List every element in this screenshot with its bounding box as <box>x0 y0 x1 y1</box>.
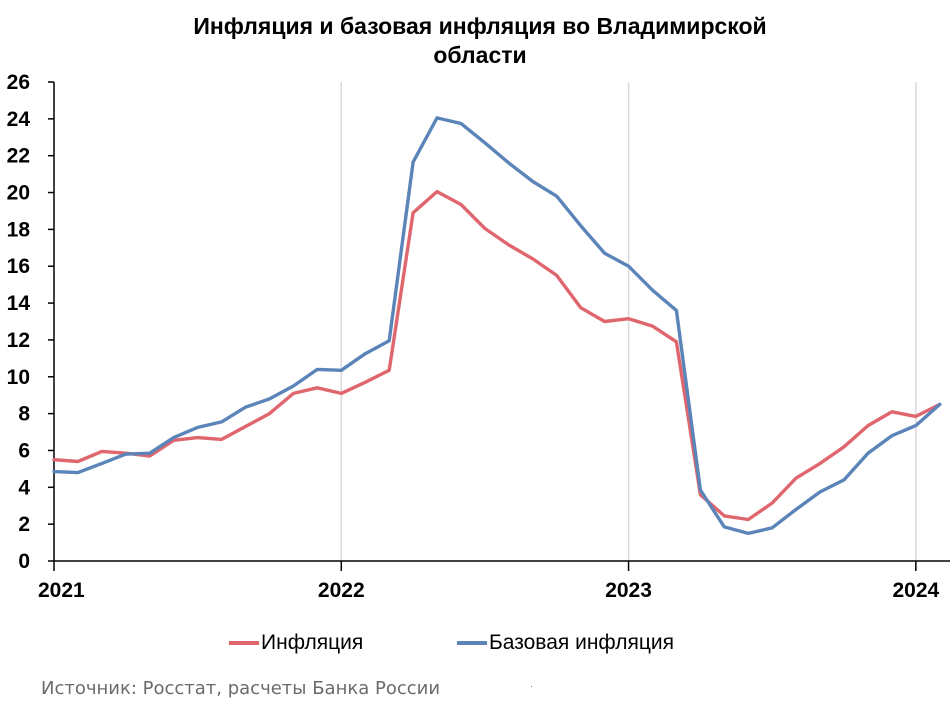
x-tick-label-2022: 2022 <box>318 579 365 602</box>
legend: Инфляция Базовая инфляция <box>0 628 950 658</box>
legend-swatch-inflation <box>229 641 259 645</box>
y-tick-label-18: 18 <box>7 218 31 241</box>
x-tick-label-2023: 2023 <box>605 579 652 602</box>
chart-title: Инфляция и базовая инфляция во Владимирс… <box>0 12 950 70</box>
y-tick-label-22: 22 <box>7 145 30 168</box>
series-line-core-inflation <box>52 116 942 536</box>
y-tick-label-24: 24 <box>7 108 31 131</box>
source-note: Источник: Росстат, расчеты Банка России <box>41 678 441 699</box>
y-tick-label-20: 20 <box>7 182 30 205</box>
y-tick-label-0: 0 <box>18 550 30 573</box>
y-tick-label-12: 12 <box>7 329 30 352</box>
chart-title-line-1: Инфляция и базовая инфляция во Владимирс… <box>193 13 767 39</box>
y-tick-label-4: 4 <box>18 476 30 499</box>
legend-item-inflation: Инфляция <box>229 628 363 658</box>
legend-label-inflation: Инфляция <box>261 631 364 654</box>
series-line-inflation <box>52 189 942 522</box>
legend-swatch-core-inflation <box>457 641 487 645</box>
chart-title-line-2: области <box>433 42 527 68</box>
legend-label-core-inflation: Базовая инфляция <box>489 631 675 654</box>
y-tick-label-16: 16 <box>7 255 30 278</box>
y-tick-label-8: 8 <box>18 403 30 426</box>
legend-item-core-inflation: Базовая инфляция <box>457 628 674 658</box>
y-tick-label-14: 14 <box>7 292 31 315</box>
stray-dot <box>531 686 532 687</box>
y-tick-label-26: 26 <box>7 71 30 94</box>
y-tick-label-6: 6 <box>18 439 30 462</box>
y-tick-label-2: 2 <box>18 513 30 536</box>
x-tick-label-2024: 2024 <box>892 579 939 602</box>
x-tick-label-2021: 2021 <box>38 579 85 602</box>
y-tick-label-10: 10 <box>7 366 30 389</box>
